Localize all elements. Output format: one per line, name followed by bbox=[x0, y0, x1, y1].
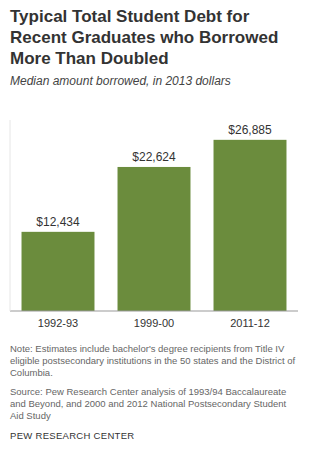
data-label: $12,434 bbox=[36, 215, 80, 229]
source: Source: Pew Research Center analysis of … bbox=[10, 386, 300, 422]
y-axis bbox=[10, 120, 11, 311]
x-tick-label: 1992-93 bbox=[38, 317, 78, 329]
chart: $12,434 1992-93 $22,624 1999-00 $26,885 2011-… bbox=[0, 85, 310, 340]
title: Typical Total Student Debt for Recent Gr… bbox=[10, 6, 300, 69]
x-axis bbox=[10, 311, 298, 312]
bars bbox=[22, 140, 287, 311]
subtitle: Median amount borrowed, in 2013 dollars bbox=[10, 74, 300, 89]
bar bbox=[214, 140, 287, 311]
bar bbox=[118, 167, 191, 311]
bar bbox=[22, 232, 95, 311]
credit: PEW RESEARCH CENTER bbox=[10, 430, 134, 442]
note: Note: Estimates include bachelor's degre… bbox=[10, 343, 300, 379]
data-label: $22,624 bbox=[132, 150, 176, 164]
page: Typical Total Student Debt for Recent Gr… bbox=[0, 0, 310, 450]
labels: $12,434 1992-93 $22,624 1999-00 $26,885 2011-… bbox=[36, 123, 272, 329]
x-tick-label: 2011-12 bbox=[230, 317, 270, 329]
data-label: $26,885 bbox=[228, 123, 272, 137]
x-tick-label: 1999-00 bbox=[134, 317, 174, 329]
